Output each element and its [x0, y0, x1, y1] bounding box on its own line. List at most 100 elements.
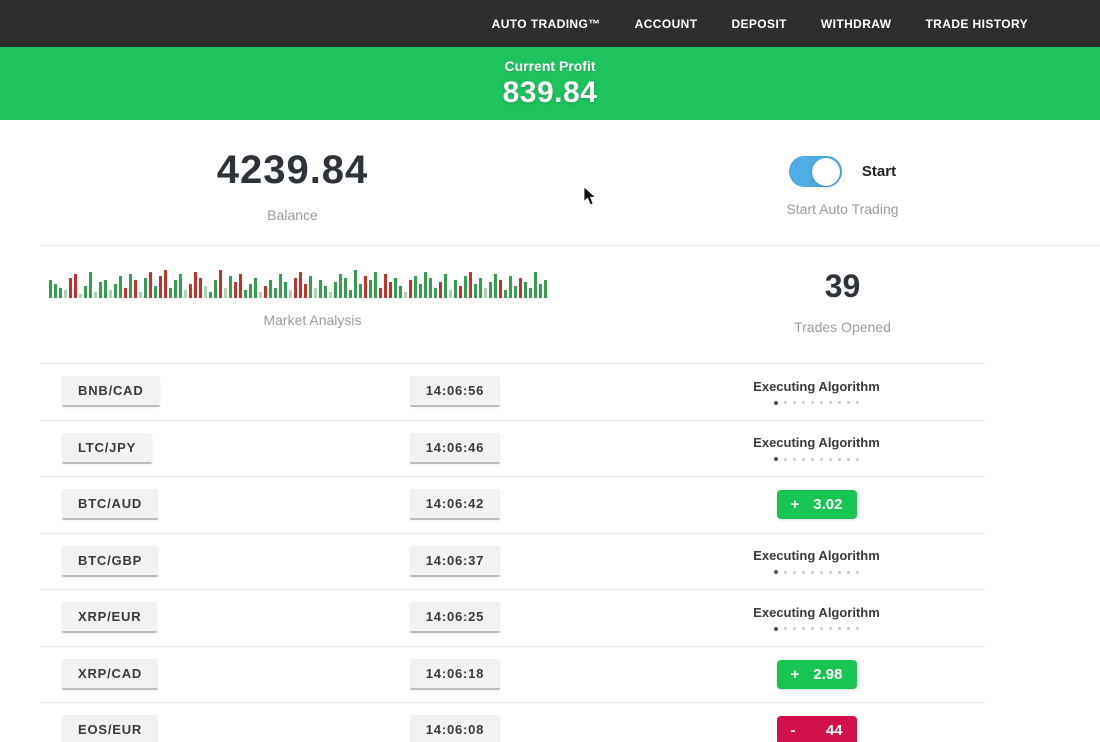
market-bar — [448, 290, 452, 298]
dot — [811, 457, 814, 461]
nav-item-deposit[interactable]: DEPOSIT — [731, 16, 787, 31]
market-bar — [363, 276, 367, 298]
trade-row: LTC/JPY 14:06:46 Executing Algorithm — [40, 419, 985, 477]
dot — [829, 401, 832, 405]
market-bar — [358, 284, 362, 298]
trade-row: XRP/EUR 14:06:25 Executing Algorithm — [40, 589, 985, 646]
pair-badge: BTC/AUD — [62, 489, 159, 521]
market-bar — [173, 280, 177, 298]
market-bar — [183, 290, 187, 298]
status-cell: Executing Algorithm — [620, 435, 1013, 462]
balance-value: 4239.84 — [216, 148, 369, 192]
market-bar — [248, 284, 252, 298]
nav-item-auto-trading[interactable]: AUTO TRADING™ — [491, 16, 601, 31]
dot — [774, 626, 778, 631]
market-bar — [333, 282, 337, 298]
progress-dots — [774, 626, 859, 631]
market-bar — [48, 280, 52, 298]
market-bar — [478, 278, 482, 298]
result-value: 2.98 — [813, 665, 843, 683]
market-bar — [203, 286, 207, 298]
stats-top-row: 4239.84 Balance Start Start Auto Trading — [0, 120, 1100, 245]
nav-item-trade-history[interactable]: TRADE HISTORY — [925, 16, 1028, 31]
pair-badge: EOS/EUR — [62, 714, 159, 742]
market-bar — [288, 290, 292, 298]
dot — [829, 457, 832, 461]
market-bar — [313, 288, 317, 298]
market-bar — [403, 292, 407, 298]
progress-dots — [774, 457, 859, 462]
dot — [793, 457, 796, 461]
dot — [838, 401, 841, 405]
market-bar — [258, 292, 262, 298]
balance-block: 4239.84 Balance — [0, 148, 585, 223]
auto-trading-toggle[interactable] — [788, 156, 842, 187]
market-bar — [353, 270, 357, 298]
result-badge: +2.98 — [776, 659, 857, 689]
market-bar — [88, 272, 92, 298]
time-badge: 14:06:42 — [409, 489, 501, 521]
market-bar — [53, 284, 57, 298]
result-value: 3.02 — [813, 496, 843, 514]
top-nav: AUTO TRADING™ ACCOUNT DEPOSIT WITHDRAW TRADE… — [0, 0, 1100, 47]
pair-badge: BNB/CAD — [62, 376, 160, 408]
market-bar — [188, 284, 192, 298]
market-bar — [373, 272, 377, 298]
profit-label: Current Profit — [504, 57, 596, 74]
dot — [820, 570, 823, 574]
status-cell: +3.02 — [620, 490, 1013, 520]
market-bar — [308, 276, 312, 298]
dot — [847, 457, 850, 461]
nav-item-account[interactable]: ACCOUNT — [634, 16, 698, 31]
market-bar — [108, 290, 112, 298]
market-bar — [443, 274, 447, 298]
dot — [784, 627, 787, 631]
result-sign: + — [790, 665, 800, 683]
balance-label: Balance — [267, 207, 318, 223]
market-analysis-label: Market Analysis — [263, 312, 362, 328]
dot — [820, 401, 823, 405]
market-bar — [63, 290, 67, 298]
status-cell: - 44 — [620, 715, 1013, 742]
market-bar — [98, 282, 102, 298]
market-bar — [523, 282, 527, 298]
nav-item-withdraw[interactable]: WITHDRAW — [820, 16, 892, 31]
dot — [802, 457, 805, 461]
market-bar — [223, 288, 227, 298]
dot — [793, 570, 796, 574]
market-bar — [538, 284, 542, 298]
status-executing-label: Executing Algorithm — [753, 548, 880, 564]
market-bar — [213, 280, 217, 298]
market-bar — [368, 280, 372, 298]
market-bar — [383, 274, 387, 298]
market-bar — [378, 288, 382, 298]
dot — [820, 627, 823, 631]
market-bar — [543, 280, 547, 298]
market-bar — [148, 272, 152, 298]
status-executing-label: Executing Algorithm — [753, 435, 880, 451]
market-bar — [293, 278, 297, 298]
dot — [838, 457, 841, 461]
market-bar — [278, 274, 282, 298]
market-bar — [473, 284, 477, 298]
market-bar — [428, 278, 432, 298]
market-bar — [508, 276, 512, 298]
market-bar — [228, 276, 232, 298]
status-executing-label: Executing Algorithm — [753, 378, 880, 394]
dot — [774, 570, 778, 575]
trade-row: BTC/AUD 14:06:42 +3.02 — [40, 476, 985, 533]
dot — [847, 401, 850, 405]
market-bar — [433, 288, 437, 298]
dot — [793, 401, 796, 405]
market-bar — [153, 286, 157, 298]
dot — [856, 627, 859, 631]
profit-banner: Current Profit 839.84 — [0, 47, 1100, 120]
market-bar — [68, 278, 72, 298]
market-bar — [343, 278, 347, 298]
result-badge: - 44 — [776, 715, 857, 742]
market-bar — [143, 278, 147, 298]
market-bar — [408, 280, 412, 298]
market-bar — [513, 286, 517, 298]
market-bar — [458, 286, 462, 298]
